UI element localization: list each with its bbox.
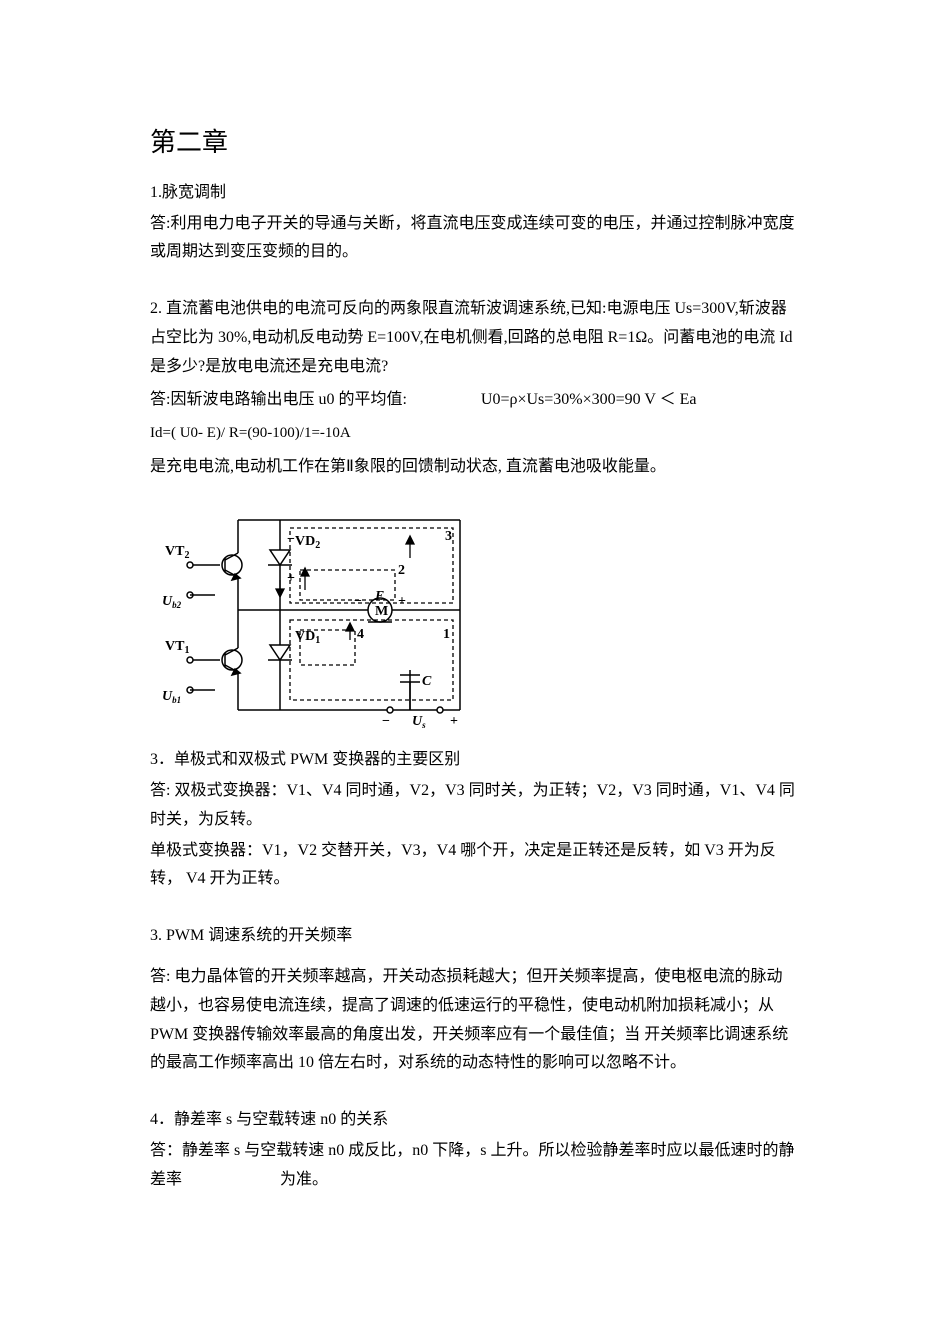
label-e: E (374, 589, 384, 604)
q2-ans-prefix: 答:因斩波电路输出电压 u0 的平均值: (150, 386, 407, 415)
q4-ans-post: 为准。 (280, 1171, 328, 1188)
plus-2: + (398, 594, 406, 609)
q1-answer: 答:利用电力电子开关的导通与关断，将直流电压变成连续可变的电压，并通过控制脉冲宽… (150, 210, 795, 268)
plus-3: + (450, 714, 458, 729)
q3b-ans: 答: 电力晶体管的开关频率越高，开关动态损耗越大；但开关频率提高，使电枢电流的脉… (150, 963, 795, 1078)
chapter-title: 第二章 (150, 120, 795, 167)
question-4: 4．静差率 s 与空载转速 n0 的关系 答：静差率 s 与空载转速 n0 成反… (150, 1106, 795, 1194)
q4-num: 4． (150, 1111, 174, 1128)
label-m: M (375, 604, 388, 619)
q2-formula-u0: U0=ρ×Us=30%×300=90 V ＜ Ea (481, 386, 697, 415)
question-3b: 3. PWM 调速系统的开关频率 答: 电力晶体管的开关频率越高，开关动态损耗越… (150, 922, 795, 1078)
q3a-ans2: 单极式变换器：V1，V2 交替开关，V3，V4 哪个开，决定是正转还是反转，如 … (150, 837, 795, 895)
q3a-ans1: 答: 双极式变换器：V1、V4 同时通，V2，V3 同时关，为正转；V2，V3 … (150, 777, 795, 835)
question-2: 2. 直流蓄电池供电的电流可反向的两象限直流斩波调速系统,已知:电源电压 Us=… (150, 295, 795, 482)
q1-title: 脉宽调制 (162, 184, 226, 201)
q4-title: 静差率 s 与空载转速 n0 的关系 (174, 1111, 388, 1128)
q3a-title: 单极式和双极式 PWM 变换器的主要区别 (174, 751, 460, 768)
q3b-title: PWM 调速系统的开关频率 (166, 927, 352, 944)
label-1: 1 (443, 627, 450, 642)
minus-1: − (287, 532, 295, 547)
label-c: C (422, 674, 432, 689)
minus-3: − (382, 714, 390, 729)
label-3: 3 (445, 529, 452, 544)
q3a-num: 3． (150, 751, 174, 768)
q2-text: 直流蓄电池供电的电流可反向的两象限直流斩波调速系统,已知:电源电压 Us=300… (150, 300, 793, 375)
label-2: 2 (398, 563, 405, 578)
label-4: 4 (357, 627, 364, 642)
q4-ans-pre: 答：静差率 s 与空载转速 n0 成反比，n0 下降，s 上升。所以检验静差率时… (150, 1142, 794, 1188)
plus-1: + (287, 571, 295, 586)
q2-conclusion: 是充电电流,电动机工作在第Ⅱ象限的回馈制动状态, 直流蓄电池吸收能量。 (150, 453, 795, 482)
q1-num: 1. (150, 184, 162, 201)
q3b-num: 3. (150, 927, 162, 944)
question-3a: 3．单极式和双极式 PWM 变换器的主要区别 答: 双极式变换器：V1、V4 同… (150, 746, 795, 894)
circuit-diagram: VT2 VT1 VD2 VD1 Ub2 Ub1 M E C Us 3 2 1 4… (150, 510, 795, 730)
q2-num: 2. (150, 300, 162, 317)
minus-2: − (354, 594, 362, 609)
question-1: 1.脉宽调制 答:利用电力电子开关的导通与关断，将直流电压变成连续可变的电压，并… (150, 179, 795, 267)
q2-formula-id: Id=( U0- E)/ R=(90-100)/1=-10A (150, 420, 795, 447)
